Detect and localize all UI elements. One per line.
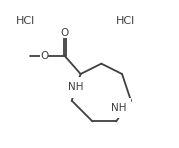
Text: HCl: HCl: [115, 16, 135, 26]
Text: O: O: [60, 28, 68, 38]
Text: NH: NH: [111, 103, 126, 113]
Text: O: O: [40, 50, 49, 61]
Text: NH: NH: [68, 82, 83, 92]
Text: HCl: HCl: [16, 16, 35, 26]
